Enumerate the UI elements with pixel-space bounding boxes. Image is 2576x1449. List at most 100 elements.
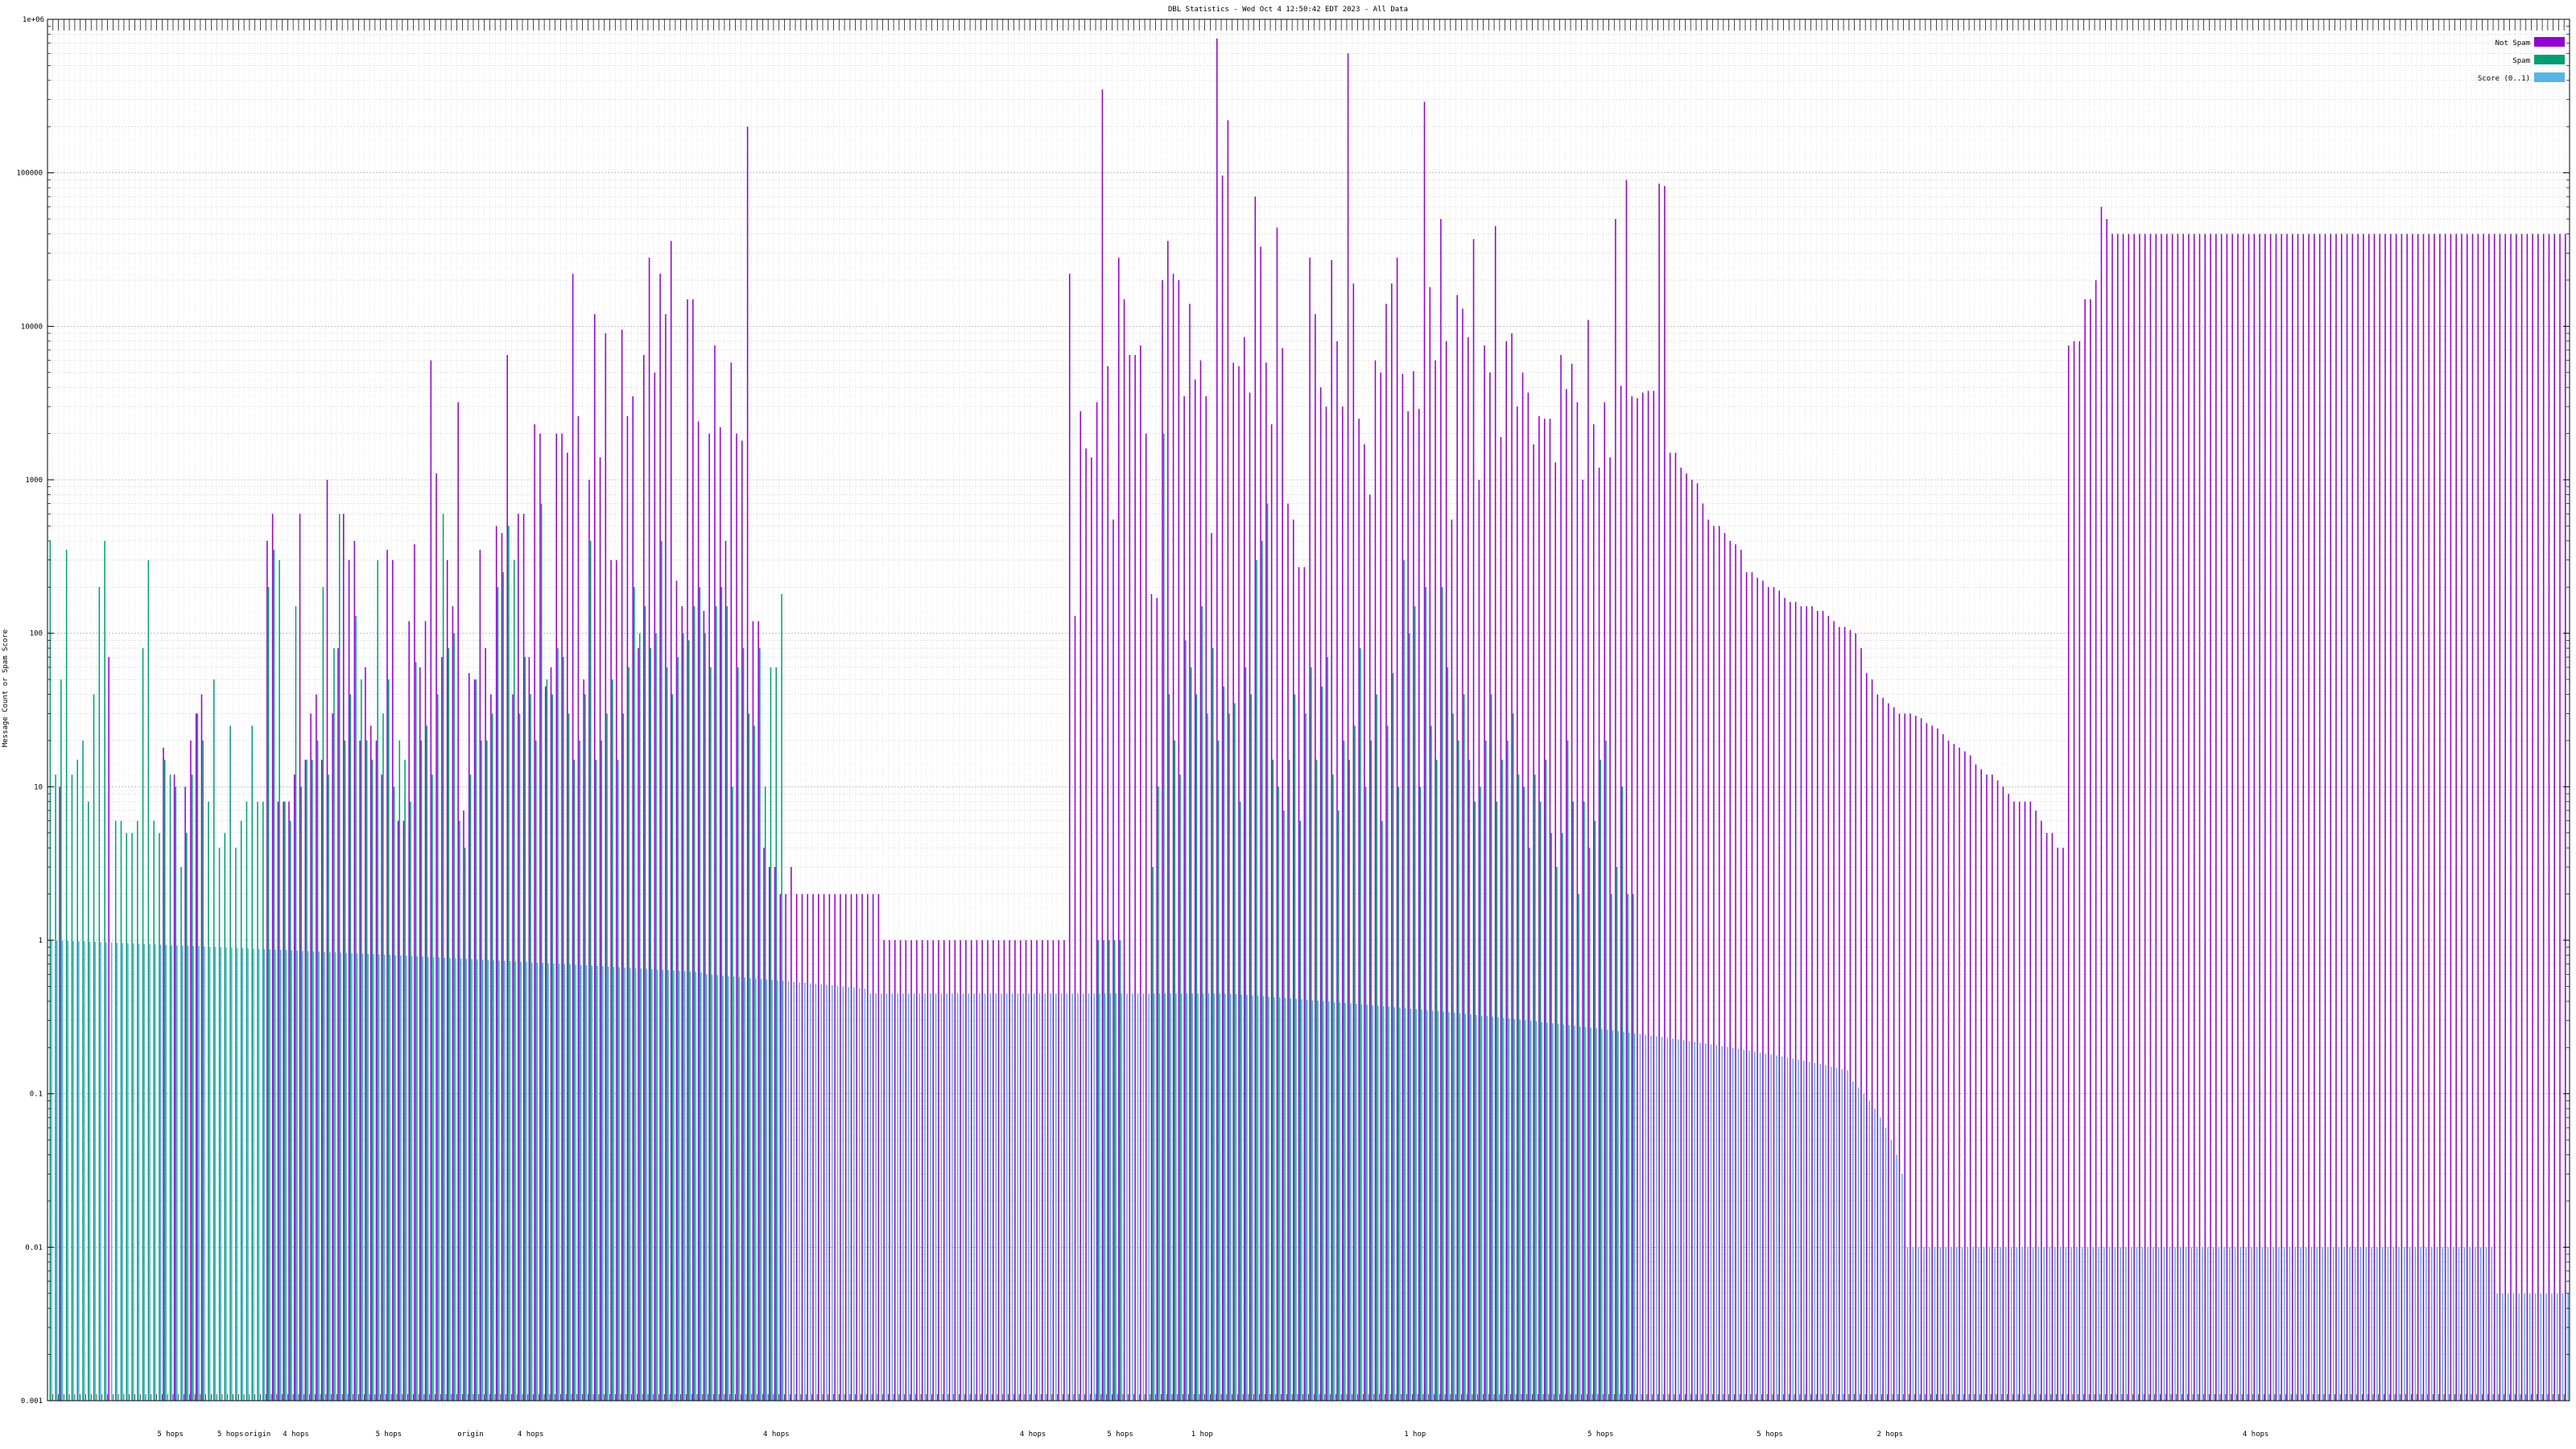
score-bar <box>1705 1043 1707 1401</box>
not-spam-bar <box>899 940 902 1401</box>
score-bar <box>1530 1021 1532 1401</box>
not-spam-bar <box>1882 697 1884 1401</box>
not-spam-bar <box>877 894 880 1401</box>
spam-bar <box>49 540 52 1401</box>
spam-bar <box>1294 694 1296 1401</box>
score-bar <box>432 957 435 1401</box>
not-spam-bar <box>1696 483 1699 1401</box>
not-spam-bar <box>2275 233 2277 1401</box>
not-spam-bar <box>1521 372 1524 1402</box>
spam-bar <box>1119 940 1121 1401</box>
spam-bar <box>1305 713 1307 1401</box>
not-spam-bar <box>283 801 284 1401</box>
not-spam-bar <box>583 679 584 1401</box>
not-spam-bar <box>1042 940 1043 1401</box>
not-spam-bar <box>436 473 437 1401</box>
not-spam-bar <box>818 894 819 1401</box>
score-bar <box>1776 1055 1777 1401</box>
score-bar <box>187 945 189 1401</box>
not-spam-bar <box>1920 718 1922 1401</box>
spam-bar <box>437 694 439 1401</box>
spam-bar <box>475 679 477 1401</box>
score-bar <box>683 971 686 1401</box>
not-spam-bar <box>2095 279 2097 1402</box>
score-bar <box>455 958 456 1401</box>
score-bar <box>1405 1008 1406 1401</box>
x-group-label: 5 hops <box>157 1430 184 1439</box>
spam-bar <box>300 786 303 1401</box>
score-bar <box>897 993 898 1401</box>
score-bar <box>1967 1247 1969 1401</box>
score-bar <box>597 965 598 1401</box>
not-spam-bar <box>1347 53 1349 1401</box>
score-bar <box>1093 993 1096 1401</box>
score-bar <box>116 943 118 1401</box>
not-spam-bar <box>1898 713 1901 1401</box>
score-bar <box>1148 993 1150 1401</box>
spam-bar <box>502 572 504 1401</box>
not-spam-bar <box>927 940 929 1401</box>
score-bar <box>1470 1014 1472 1401</box>
score-bar <box>1743 1050 1744 1401</box>
score-bar <box>1961 1247 1963 1401</box>
score-bar <box>1623 1031 1624 1401</box>
score-bar <box>1552 1023 1554 1401</box>
not-spam-bar <box>1566 389 1567 1401</box>
not-spam-bar <box>932 940 934 1401</box>
score-bar <box>591 965 593 1401</box>
score-bar <box>1901 1174 1903 1401</box>
score-bar <box>1715 1045 1718 1401</box>
spam-bar <box>573 759 576 1401</box>
not-spam-bar <box>812 894 814 1401</box>
spam-bar <box>142 648 144 1401</box>
score-bar <box>2420 1247 2421 1401</box>
score-bar <box>940 993 943 1401</box>
score-bar <box>127 943 129 1401</box>
not-spam-bar <box>807 894 808 1401</box>
spam-bar <box>579 740 580 1401</box>
score-bar <box>1759 1052 1761 1401</box>
not-spam-bar <box>1533 444 1534 1401</box>
y-tick-label: 1000 <box>25 477 43 485</box>
score-bar <box>1639 1034 1641 1401</box>
not-spam-bar <box>1505 341 1508 1401</box>
not-spam-bar <box>1368 494 1371 1401</box>
not-spam-bar <box>2161 233 2162 1401</box>
score-bar <box>1682 1040 1685 1401</box>
spam-bar <box>770 667 772 1401</box>
spam-bar <box>1360 648 1361 1401</box>
score-bar <box>280 949 282 1401</box>
not-spam-bar <box>643 355 645 1401</box>
score-bar <box>1022 993 1024 1401</box>
not-spam-bar <box>2395 233 2397 1401</box>
score-bar <box>89 941 91 1401</box>
score-bar <box>2524 1293 2525 1401</box>
y-tick-label: 0.1 <box>30 1091 43 1099</box>
spam-bar <box>1370 740 1373 1401</box>
spam-bar <box>671 694 674 1401</box>
score-bar <box>793 981 795 1401</box>
score-bar <box>1295 998 1297 1401</box>
spam-bar <box>1588 848 1591 1401</box>
spam-bar <box>634 587 635 1401</box>
not-spam-bar <box>490 694 492 1401</box>
score-bar <box>2398 1247 2400 1401</box>
spam-bar <box>333 648 335 1401</box>
score-bar <box>1699 1042 1701 1401</box>
score-bar <box>1333 1001 1335 1401</box>
not-spam-bar <box>1582 480 1583 1401</box>
score-bar <box>1137 993 1139 1401</box>
not-spam-bar <box>369 725 372 1401</box>
spam-bar <box>1228 713 1230 1401</box>
not-spam-bar <box>1232 362 1234 1402</box>
not-spam-bar <box>173 774 175 1401</box>
not-spam-bar <box>1604 402 1606 1402</box>
spam-bar <box>1256 559 1257 1402</box>
score-bar <box>1525 1020 1526 1401</box>
not-spam-bar <box>1713 526 1715 1401</box>
not-spam-bar <box>1757 577 1758 1401</box>
not-spam-bar <box>1080 411 1082 1401</box>
score-bar <box>831 985 833 1401</box>
score-bar <box>2359 1247 2362 1401</box>
y-tick-label: 0.01 <box>25 1244 43 1252</box>
